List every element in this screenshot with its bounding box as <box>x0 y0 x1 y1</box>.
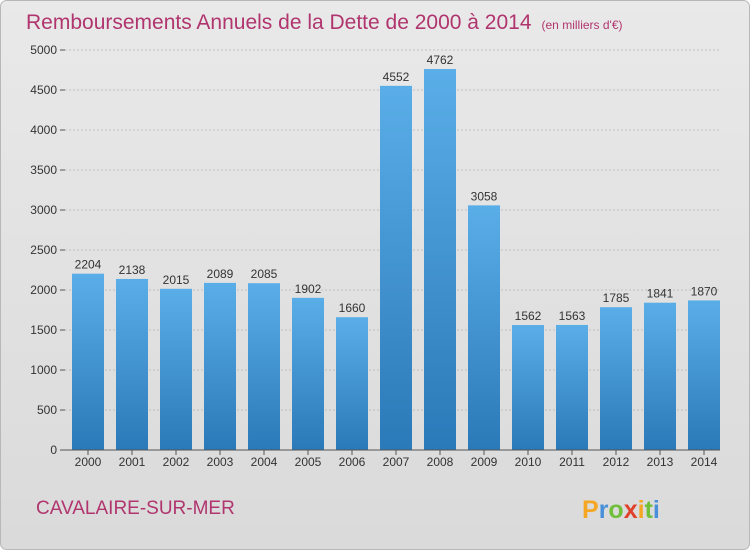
data-label: 1785 <box>603 291 630 305</box>
bar <box>248 283 280 450</box>
bar <box>468 205 500 450</box>
bar <box>72 273 104 450</box>
data-label: 2089 <box>207 267 234 281</box>
data-labels: 2204 2138 2015 2089 2085 1902 1660 4552 4762 3058… <box>75 53 718 323</box>
x-axis-ticks: 2000 2001 2002 2003 2004 2005 2006 2007 2008 2009… <box>75 450 718 469</box>
data-label: 1870 <box>691 284 718 298</box>
y-tick-label: 3000 <box>30 203 57 217</box>
bar <box>644 302 676 450</box>
y-tick-label: 1000 <box>30 363 57 377</box>
data-label: 1660 <box>339 301 366 315</box>
y-tick-label: 1500 <box>30 323 57 337</box>
bar <box>512 325 544 450</box>
svg-text:Proxiti: Proxiti <box>582 496 660 524</box>
bar <box>424 69 456 450</box>
x-tick-label: 2010 <box>515 455 542 469</box>
x-tick-label: 2006 <box>339 455 366 469</box>
data-label: 1563 <box>559 309 586 323</box>
y-tick-label: 5000 <box>30 43 57 57</box>
data-label: 2015 <box>163 273 190 287</box>
x-tick-label: 2004 <box>251 455 278 469</box>
x-tick-label: 2003 <box>207 455 234 469</box>
bar <box>688 300 720 450</box>
bar <box>204 282 236 450</box>
bar <box>292 297 324 450</box>
data-label: 4552 <box>383 70 410 84</box>
chart-title: Remboursements Annuels de la Dette de 20… <box>26 11 623 34</box>
x-tick-label: 2012 <box>603 455 630 469</box>
y-tick-label: 2500 <box>30 243 57 257</box>
x-tick-label: 2001 <box>119 455 146 469</box>
data-label: 2085 <box>251 267 278 281</box>
commune-name: CAVALAIRE-SUR-MER <box>36 498 235 519</box>
y-tick-label: 3500 <box>30 163 57 177</box>
y-tick-label: 0 <box>50 443 57 457</box>
bar <box>600 307 632 450</box>
y-tick-label: 4000 <box>30 123 57 137</box>
bar <box>380 85 412 450</box>
data-label: 2138 <box>119 263 146 277</box>
bar-series <box>72 69 720 450</box>
y-axis-ticks: 0 500 1000 1500 2000 2500 3000 3500 4000 4500 5000 <box>30 43 65 457</box>
bar <box>556 324 588 450</box>
data-label: 1562 <box>515 309 542 323</box>
y-tick-label: 2000 <box>30 283 57 297</box>
data-label: 4762 <box>427 53 454 67</box>
x-tick-label: 2013 <box>647 455 674 469</box>
data-label: 3058 <box>471 189 498 203</box>
x-tick-label: 2002 <box>163 455 190 469</box>
bar <box>116 278 148 450</box>
proxiti-logo: Proxiti <box>582 496 660 524</box>
x-tick-label: 2008 <box>427 455 454 469</box>
y-tick-label: 500 <box>37 403 57 417</box>
x-tick-label: 2000 <box>75 455 102 469</box>
bar <box>336 317 368 450</box>
x-tick-label: 2014 <box>691 455 718 469</box>
bar <box>160 288 192 450</box>
y-tick-label: 4500 <box>30 83 57 97</box>
chart-subtitle: (en milliers d'€) <box>542 18 623 32</box>
data-label: 1902 <box>295 282 322 296</box>
data-label: 1841 <box>647 287 674 301</box>
x-tick-label: 2007 <box>383 455 410 469</box>
chart-title-main: Remboursements Annuels de la Dette de 20… <box>26 11 532 34</box>
x-tick-label: 2009 <box>471 455 498 469</box>
x-tick-label: 2011 <box>559 455 585 469</box>
x-tick-label: 2005 <box>295 455 322 469</box>
data-label: 2204 <box>75 258 102 272</box>
